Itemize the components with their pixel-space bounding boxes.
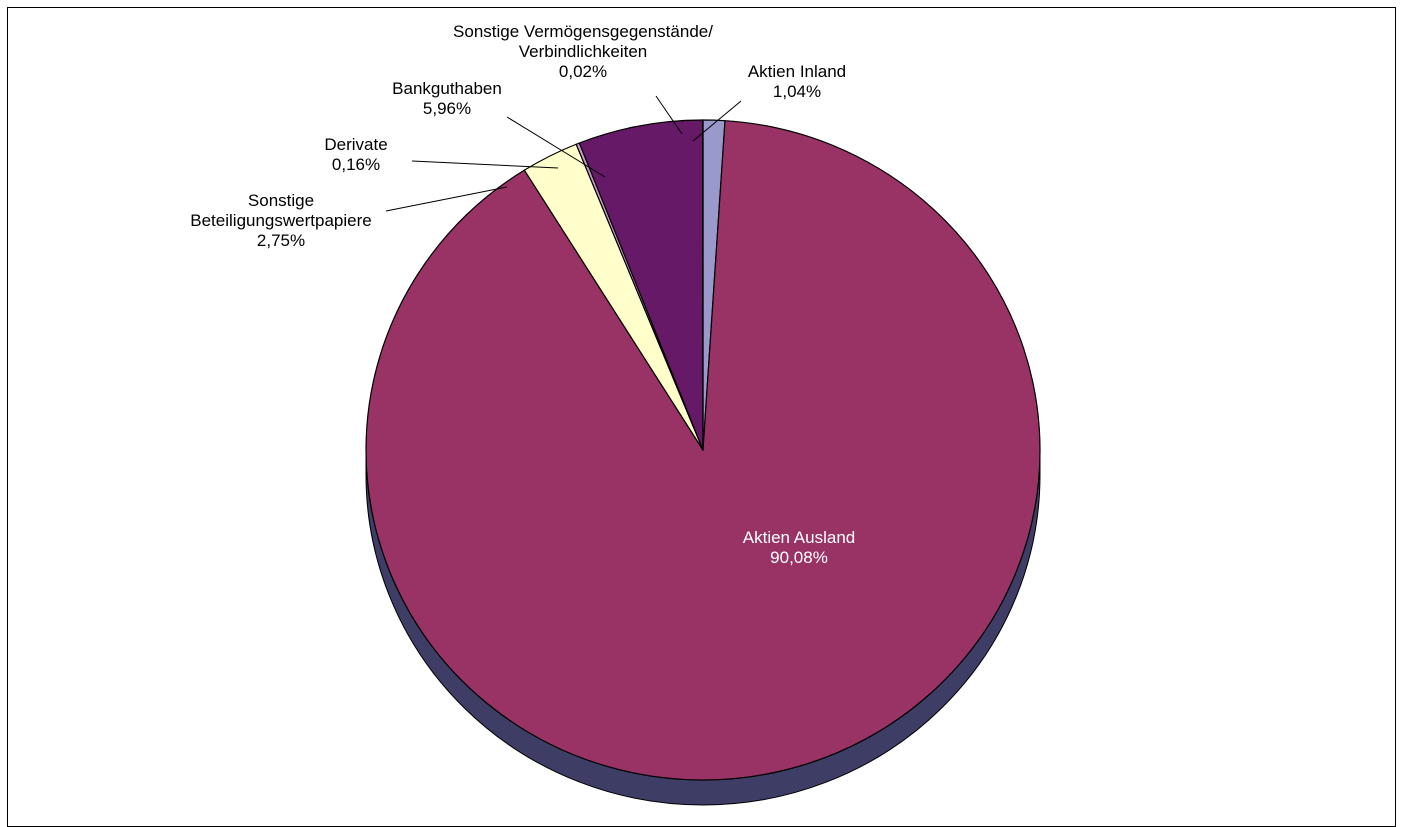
slice-value-label: 0,16% bbox=[332, 155, 380, 174]
slice-name-label: Derivate bbox=[324, 135, 387, 154]
slice-value-label: 1,04% bbox=[773, 82, 821, 101]
slice-name-label: Beteiligungswertpapiere bbox=[190, 211, 371, 230]
slice-name-label: Sonstige bbox=[248, 191, 314, 210]
slice-name-label: Aktien Ausland bbox=[743, 528, 855, 547]
pie-slices bbox=[366, 120, 1040, 780]
slice-name-label: Aktien Inland bbox=[748, 62, 846, 81]
slice-value-label: 90,08% bbox=[770, 548, 828, 567]
slice-value-label: 5,96% bbox=[423, 99, 471, 118]
slice-name-label: Verbindlichkeiten bbox=[519, 42, 648, 61]
slice-name-label: Bankguthaben bbox=[392, 79, 502, 98]
slice-name-label: Sonstige Vermögensgegenstände/ bbox=[453, 22, 713, 41]
slice-value-label: 0,02% bbox=[559, 62, 607, 81]
slice-value-label: 2,75% bbox=[257, 231, 305, 250]
